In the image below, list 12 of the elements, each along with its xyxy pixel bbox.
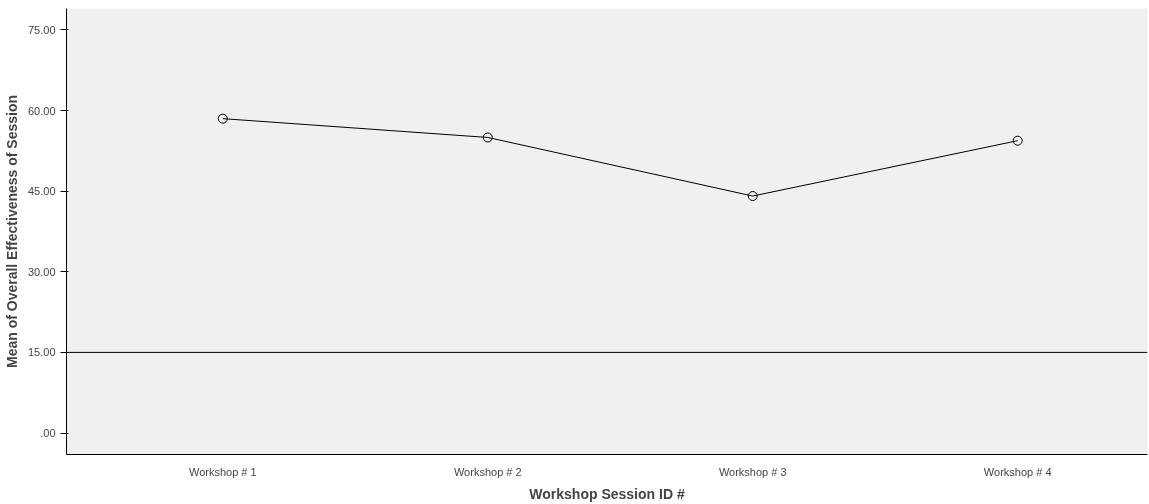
y-tick-label: 30.00 bbox=[27, 265, 56, 278]
x-tick-label: Workshop # 1 bbox=[188, 465, 257, 478]
x-tick-label: Workshop # 4 bbox=[983, 465, 1052, 478]
x-axis-title: Workshop Session ID # bbox=[529, 485, 685, 502]
y-tick-label: 60.00 bbox=[27, 104, 56, 117]
y-axis-title: Mean of Overall Effectiveness of Session bbox=[3, 94, 20, 369]
y-tick-label: 75.00 bbox=[27, 23, 56, 36]
x-tick-label: Workshop # 2 bbox=[453, 465, 522, 478]
y-tick-label: 45.00 bbox=[27, 185, 56, 198]
y-tick-label: .00 bbox=[40, 427, 56, 440]
y-tick-label: 15.00 bbox=[27, 346, 56, 359]
x-tick-label: Workshop # 3 bbox=[718, 465, 787, 478]
